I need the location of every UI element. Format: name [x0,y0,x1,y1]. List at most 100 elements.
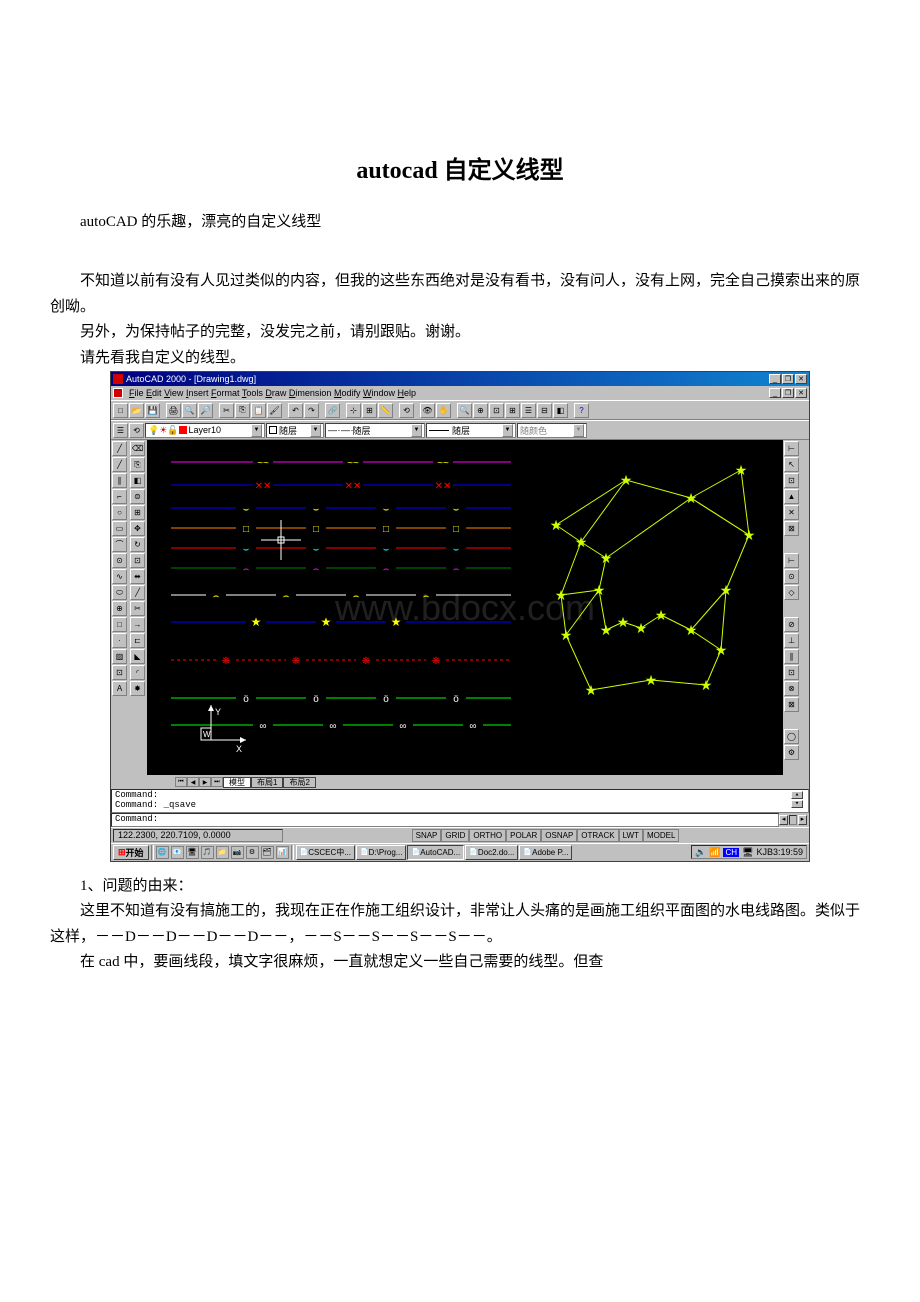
menu-modify[interactable]: Modify [334,388,361,398]
menu-file[interactable]: File [129,388,144,398]
new-icon[interactable]: □ [113,403,128,418]
snap-end-icon[interactable]: ⊡ [784,473,799,488]
command-input[interactable]: Command: [111,813,779,827]
pline-icon[interactable]: ⌐ [112,489,127,504]
color-dropdown[interactable]: 随层 ▼ [266,423,324,438]
find-icon[interactable]: 🔎 [198,403,213,418]
quicklaunch-7-icon[interactable]: ⚙ [246,846,259,859]
scroll-track[interactable] [789,815,796,825]
explode-icon[interactable]: ✸ [130,681,145,696]
rotate-icon[interactable]: ↻ [130,537,145,552]
polygon-icon[interactable]: ○ [112,505,127,520]
status-osnap[interactable]: OSNAP [541,829,577,842]
tracking-icon[interactable]: ⊹ [346,403,361,418]
redo-icon[interactable]: ↷ [304,403,319,418]
snap-tan-icon[interactable]: ⊘ [784,617,799,632]
menu-help[interactable]: Help [398,388,417,398]
break-icon[interactable]: ⊏ [130,633,145,648]
snap-from-icon[interactable]: ↖ [784,457,799,472]
mirror-icon[interactable]: ◧ [130,473,145,488]
quicklaunch-2-icon[interactable]: 📧 [171,846,184,859]
vertical-scrollbar[interactable] [801,440,809,789]
move-icon[interactable]: ✥ [130,521,145,536]
snap-app-icon[interactable]: ⊠ [784,521,799,536]
taskbar-item[interactable]: 📄Doc2.do... [465,845,518,860]
menu-view[interactable]: View [164,388,183,398]
tab-prev-icon[interactable]: ◀ [187,777,199,787]
stretch-icon[interactable]: ⬌ [130,569,145,584]
status-polar[interactable]: POLAR [506,829,541,842]
zoom-win-icon[interactable]: ⊡ [489,403,504,418]
layer-manager-icon[interactable]: ☰ [113,423,128,438]
mdi-minimize[interactable]: _ [769,388,781,398]
mdi-doc-icon[interactable] [113,388,123,398]
mdi-restore[interactable]: ❐ [782,388,794,398]
quicklaunch-6-icon[interactable]: 📷 [231,846,244,859]
copy2-icon[interactable]: ⎘ [130,457,145,472]
extend-icon[interactable]: → [130,617,145,632]
block-icon[interactable]: □ [112,617,127,632]
hatch-icon[interactable]: ▨ [112,649,127,664]
snap-cen-icon[interactable]: ⊙ [784,569,799,584]
redraw-icon[interactable]: ⟲ [399,403,414,418]
status-grid[interactable]: GRID [441,829,469,842]
drawing-area[interactable]: www.bdocx.com~~~~~~✕✕✕✕✕✕⌣⌣⌣⌣□□□□⌣⌣⌣⌣⌢⌢⌢… [147,440,783,775]
insert-icon[interactable]: ⊕ [112,601,127,616]
chamfer-icon[interactable]: ◣ [130,649,145,664]
snap-qua-icon[interactable]: ◇ [784,585,799,600]
hyperlink-icon[interactable]: 🔗 [325,403,340,418]
snap-nod-icon[interactable]: ⊗ [784,681,799,696]
ucs-icon[interactable]: ⊞ [362,403,377,418]
quicklaunch-3-icon[interactable]: 🖥 [186,846,199,859]
snap-mid-icon[interactable]: ▲ [784,489,799,504]
offset-icon[interactable]: ⊜ [130,489,145,504]
zoom-prev-icon[interactable]: ⊕ [473,403,488,418]
menu-tools[interactable]: Tools [242,388,263,398]
linetype-dropdown[interactable]: — · — · 随层 ▼ [325,423,425,438]
trim-icon[interactable]: ✂ [130,601,145,616]
preview-icon[interactable]: 🔍 [182,403,197,418]
menu-draw[interactable]: Draw [265,388,286,398]
tab-layout2[interactable]: 布局2 [283,777,315,788]
scroll-up-icon[interactable]: ▴ [791,791,803,799]
properties-icon[interactable]: ☰ [521,403,536,418]
quicklaunch-9-icon[interactable]: 📊 [276,846,289,859]
taskbar-item[interactable]: 📄Adobe P... [519,845,572,860]
lineweight-dropdown[interactable]: 随层 ▼ [426,423,516,438]
tab-first-icon[interactable]: ⏮ [175,777,187,787]
scroll-down-icon[interactable]: ▾ [791,800,803,808]
snap-nea-icon[interactable]: ⊠ [784,697,799,712]
text-icon[interactable]: A [112,681,127,696]
taskbar-item[interactable]: 📄AutoCAD... [407,845,464,860]
lang-indicator[interactable]: CH [723,848,739,857]
close-button[interactable]: ✕ [795,374,807,384]
paste-icon[interactable]: 📋 [251,403,266,418]
cut-icon[interactable]: ✂ [219,403,234,418]
layer-prev-icon[interactable]: ⟲ [129,423,144,438]
zoom-rt-icon[interactable]: 🔍 [457,403,472,418]
taskbar-item[interactable]: 📄D:\Prog... [356,845,407,860]
tray-icon-3[interactable]: 🖥 [742,847,753,858]
circle-icon[interactable]: ⊙ [112,553,127,568]
tool3-icon[interactable]: ◧ [553,403,568,418]
snap-par-icon[interactable]: ∥ [784,649,799,664]
tab-last-icon[interactable]: ⏭ [211,777,223,787]
print-icon[interactable]: 🖨 [166,403,181,418]
status-otrack[interactable]: OTRACK [577,829,618,842]
status-ortho[interactable]: ORTHO [469,829,506,842]
snap-none-icon[interactable]: ◯ [784,729,799,744]
lengthen-icon[interactable]: ╱ [130,585,145,600]
adcenter-icon[interactable]: ⊟ [537,403,552,418]
snap-int-icon[interactable]: ✕ [784,505,799,520]
mline-icon[interactable]: ∥ [112,473,127,488]
ellipse-icon[interactable]: ⬭ [112,585,127,600]
open-icon[interactable]: 📂 [129,403,144,418]
taskbar-item[interactable]: 📄CSCEC中... [296,845,355,860]
status-model[interactable]: MODEL [643,829,679,842]
tab-next-icon[interactable]: ▶ [199,777,211,787]
help-icon[interactable]: ? [574,403,589,418]
tray-icon-1[interactable]: 🔊 [695,847,706,858]
scroll-right-icon[interactable]: ▸ [798,815,807,825]
quicklaunch-1-icon[interactable]: 🌐 [156,846,169,859]
tray-icon-2[interactable]: 📶 [709,847,720,858]
